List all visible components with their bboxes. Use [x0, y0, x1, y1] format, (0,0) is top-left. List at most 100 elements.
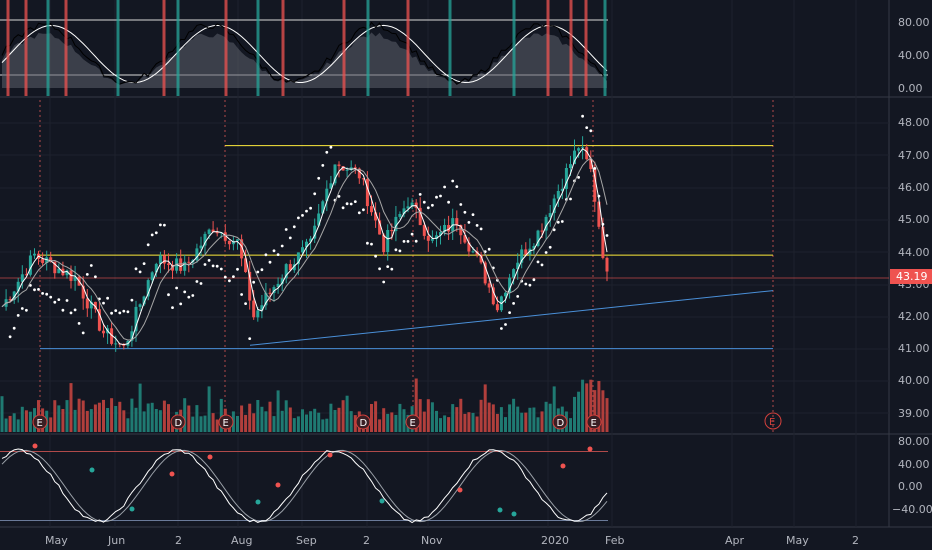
sar-dot: [390, 267, 394, 271]
stochastic-rsi-pane[interactable]: [0, 0, 608, 96]
volume-bar: [353, 415, 357, 432]
candle-body: [443, 225, 447, 233]
sar-dot: [150, 233, 154, 237]
sar-dot: [94, 275, 97, 279]
crossover-dot: [32, 443, 38, 449]
current-price-tag: 43.19: [890, 269, 932, 284]
sar-dot: [548, 245, 552, 249]
sar-dot: [475, 224, 479, 227]
volume-bar: [504, 417, 507, 432]
price-tick-label: 41.00: [898, 342, 930, 355]
volume-bar: [57, 405, 61, 432]
candle-body: [81, 285, 85, 299]
candle-body: [252, 300, 256, 318]
candle-body: [284, 264, 288, 279]
event-marker[interactable]: D: [170, 414, 186, 430]
future-event-marker[interactable]: E: [764, 412, 782, 430]
sar-dot: [313, 192, 317, 196]
volume-bar: [402, 409, 406, 432]
volume-bar: [443, 415, 447, 432]
drawing-lines[interactable]: [0, 145, 889, 350]
sar-dot: [167, 293, 170, 297]
sar-dot: [77, 322, 81, 325]
volume-bar: [110, 398, 114, 432]
event-marker[interactable]: E: [405, 414, 421, 430]
sar-dot: [479, 227, 483, 231]
volume-bar: [288, 407, 292, 432]
candle-body: [313, 225, 317, 239]
sar-dot: [240, 293, 244, 296]
parabolic-sar-series: [8, 114, 609, 340]
sar-dot: [402, 240, 406, 243]
sar-dot: [179, 302, 183, 306]
crossover-dot: [255, 499, 261, 505]
sar-dot: [207, 259, 211, 262]
volume-bar: [296, 416, 300, 432]
volume-bar: [317, 412, 321, 432]
bottom-axis-tick-label: −40.00: [892, 503, 932, 516]
sar-dot: [33, 288, 36, 292]
candle-body: [179, 258, 183, 271]
volume-bar: [61, 409, 65, 432]
event-marker[interactable]: E: [32, 414, 48, 430]
candle-body: [203, 233, 207, 246]
volume-bar: [162, 400, 166, 432]
volume-bar: [471, 412, 475, 432]
sar-dot: [41, 292, 44, 295]
candle-body: [406, 206, 410, 209]
candle-body: [199, 245, 203, 249]
signal-bar: [546, 0, 550, 96]
event-marker[interactable]: E: [218, 414, 234, 430]
volume-bar: [430, 402, 434, 432]
candle-body: [49, 257, 53, 262]
volume-bar: [447, 417, 451, 432]
price-tick-label: 46.00: [898, 181, 930, 194]
signal-bar: [281, 0, 285, 96]
candle-body: [349, 167, 353, 170]
sar-dot: [69, 311, 73, 315]
sar-dot: [102, 301, 105, 305]
price-axis[interactable]: 48.00 47.00 46.00 45.00 44.00 43.00 42.0…: [898, 116, 930, 420]
sar-dot: [292, 225, 296, 229]
volume-bar: [426, 399, 430, 432]
top-indicator-axis[interactable]: 80.00 40.00 0.00: [898, 16, 930, 95]
volume-bar: [272, 416, 276, 432]
event-marker[interactable]: E: [586, 414, 602, 430]
moving-average-series: [1, 148, 608, 346]
sar-dot: [532, 278, 536, 282]
oscillator-pane[interactable]: [0, 443, 608, 524]
sar-dot: [349, 202, 353, 206]
candle-body: [524, 249, 528, 255]
sar-dot: [25, 308, 28, 312]
volume-bar: [154, 409, 158, 432]
signal-bar: [64, 0, 68, 96]
bottom-indicator-axis[interactable]: 80.00 40.00 0.00 −40.00: [892, 435, 932, 516]
sar-dot: [183, 290, 187, 294]
candle-body: [65, 270, 69, 276]
volume-bar: [540, 411, 544, 432]
event-marker-label: D: [557, 418, 565, 429]
candle-body: [57, 268, 61, 274]
volume-bar: [333, 410, 337, 432]
sar-dot: [85, 273, 89, 276]
event-marker[interactable]: D: [552, 414, 568, 430]
candle-body: [93, 301, 97, 310]
candle-body: [487, 283, 491, 288]
sar-dot: [175, 286, 179, 290]
candle-body: [569, 164, 572, 168]
volume-bar: [345, 395, 349, 432]
candle-body: [333, 164, 337, 184]
bottom-axis-tick-label: 40.00: [898, 458, 930, 471]
volume-bar: [435, 410, 438, 432]
candle-body: [508, 277, 512, 293]
time-axis[interactable]: May Jun 2 Aug Sep 2 Nov 2020 Feb Apr May…: [45, 534, 859, 547]
signal-bar: [603, 0, 607, 96]
volume-bar: [215, 419, 219, 432]
candle-body: [20, 274, 24, 282]
event-marker[interactable]: D: [355, 414, 371, 430]
volume-bar: [102, 399, 105, 432]
sar-dot: [203, 263, 207, 266]
